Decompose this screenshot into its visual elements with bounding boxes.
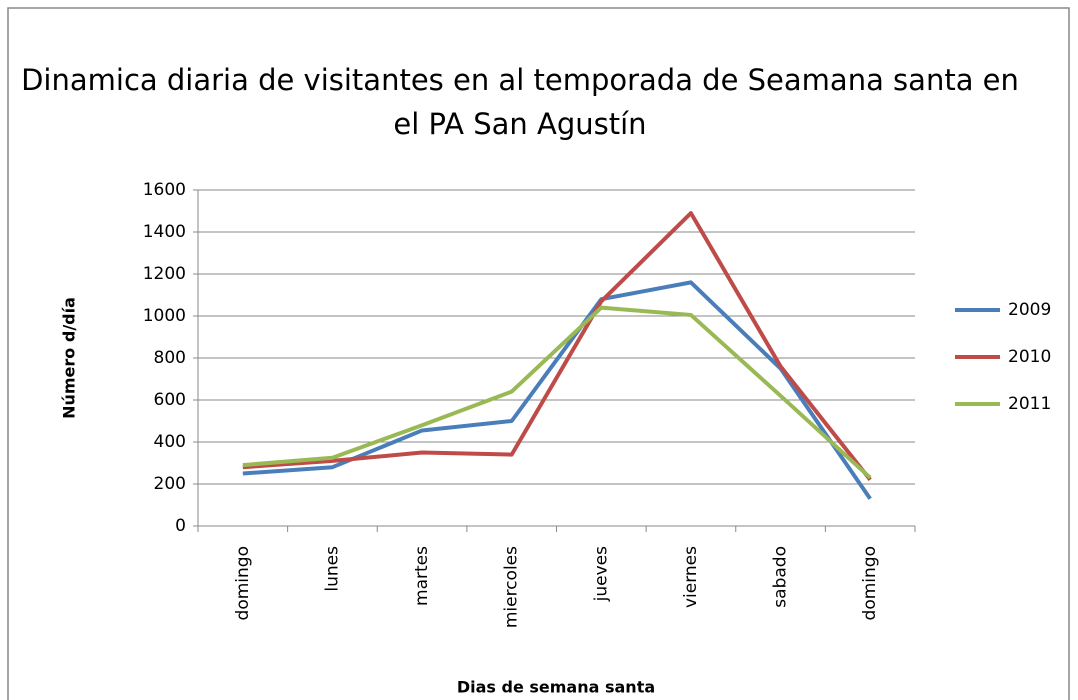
legend-label: 2010 [1008, 347, 1051, 367]
x-tick-label: viernes [681, 546, 701, 608]
legend-label: 2011 [1008, 394, 1051, 414]
y-tick-label: 800 [154, 348, 186, 368]
y-tick-label: 1200 [143, 264, 186, 284]
x-tick-label: lunes [322, 546, 342, 592]
y-tick-label: 1600 [143, 180, 186, 200]
x-tick-label: domingo [860, 546, 880, 620]
x-tick-label: jueves [591, 546, 611, 602]
y-tick-label: 1400 [143, 222, 186, 242]
series-line [242, 305, 872, 480]
y-tick-label: 1000 [143, 306, 186, 326]
y-axis-label: Número d/día [60, 297, 79, 419]
x-tick-label: miercoles [502, 546, 522, 628]
y-tick-label: 600 [154, 390, 186, 410]
y-tick-label: 400 [154, 432, 186, 452]
x-axis-label: Dias de semana santa [457, 678, 655, 697]
legend-label: 2009 [1008, 300, 1051, 320]
y-tick-label: 0 [175, 516, 186, 536]
x-tick-label: domingo [233, 546, 253, 620]
x-tick-label: martes [412, 546, 432, 606]
chart-border [7, 7, 1070, 700]
x-tick-label: sabado [771, 546, 791, 608]
chart-title: Dinamica diaria de visitantes en al temp… [21, 63, 1019, 141]
series-line [242, 211, 872, 482]
y-tick-label: 200 [154, 474, 186, 494]
